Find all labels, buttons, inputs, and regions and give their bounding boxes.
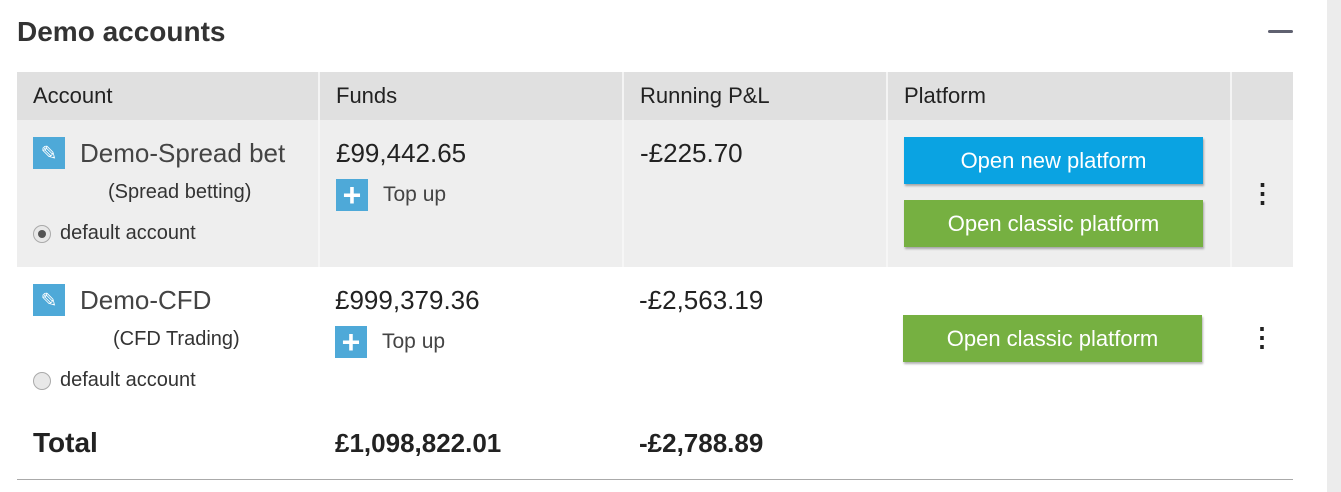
account-name: Demo-CFD	[80, 284, 212, 315]
more-options-icon[interactable]: ⋮	[1249, 321, 1275, 352]
plus-icon: +	[335, 326, 367, 358]
default-radio[interactable]	[33, 224, 51, 243]
top-up-button[interactable]: + Top up	[336, 179, 606, 211]
open-classic-platform-button[interactable]: Open classic platform	[903, 315, 1202, 362]
col-funds: Funds	[319, 72, 624, 120]
accounts-table: Account Funds Running P&L Platform ✎ Demo…	[17, 72, 1293, 480]
minus-icon[interactable]	[1268, 30, 1293, 33]
account-name: Demo-Spread bet	[80, 137, 286, 168]
top-up-label: Top up	[383, 183, 447, 206]
top-up-label: Top up	[382, 330, 446, 353]
col-account: Account	[17, 72, 320, 120]
section-title: Demo accounts	[17, 16, 226, 47]
funds-value: £99,442.65	[336, 138, 467, 168]
default-radio[interactable]	[33, 371, 51, 390]
total-row: Total £1,098,822.01 -£2,788.89	[17, 407, 1293, 480]
total-funds: £1,098,822.01	[319, 407, 623, 480]
top-up-button[interactable]: + Top up	[335, 326, 607, 358]
total-label: Total	[17, 407, 319, 480]
open-classic-platform-button[interactable]: Open classic platform	[904, 200, 1203, 247]
funds-value: £999,379.36	[335, 285, 480, 315]
scrollbar[interactable]	[1327, 0, 1341, 492]
plus-icon: +	[336, 179, 368, 211]
table-header: Account Funds Running P&L Platform	[17, 72, 1293, 120]
default-label: default account	[60, 369, 196, 391]
pnl-value: -£225.70	[640, 138, 743, 168]
account-type: (CFD Trading)	[113, 328, 240, 350]
account-type: (Spread betting)	[108, 181, 252, 203]
total-pnl: -£2,788.89	[623, 407, 887, 480]
pencil-icon[interactable]: ✎	[33, 137, 65, 169]
pencil-icon[interactable]: ✎	[33, 284, 65, 316]
col-platform: Platform	[887, 72, 1232, 120]
col-actions	[1231, 72, 1293, 120]
more-options-icon[interactable]: ⋮	[1249, 178, 1276, 208]
pnl-value: -£2,563.19	[639, 285, 764, 315]
table-row: ✎ Demo-Spread bet (Spread betting) defaul…	[17, 120, 1293, 267]
col-pnl: Running P&L	[623, 72, 888, 120]
table-row: ✎ Demo-CFD (CFD Trading) default account …	[17, 267, 1293, 407]
open-new-platform-button[interactable]: Open new platform	[904, 137, 1203, 184]
default-label: default account	[60, 222, 196, 244]
